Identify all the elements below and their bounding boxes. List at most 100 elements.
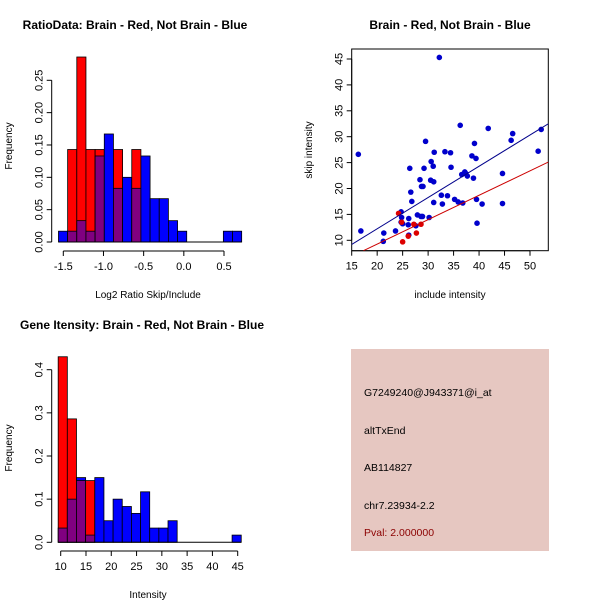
not-brain-point [406, 165, 413, 172]
p-value: Pval: 2.000000 [364, 527, 434, 539]
not-brain-bar [130, 512, 141, 543]
not-brain-point [499, 170, 506, 177]
y-tick-label: 0.00 [34, 231, 46, 252]
brain-point [398, 219, 405, 225]
not-brain-point [457, 122, 464, 129]
y-tick-label: 25 [334, 156, 346, 168]
brain-bar [76, 56, 87, 243]
overlap-bar [76, 480, 87, 543]
not-brain-point [535, 148, 541, 155]
not-brain-point [479, 201, 485, 207]
not-brain-bar [167, 220, 178, 243]
not-brain-point [473, 155, 479, 162]
y-tick-label: 0.10 [34, 167, 46, 188]
not-brain-bar [103, 520, 114, 543]
not-brain-point [471, 140, 478, 147]
x-tick-label: 10 [55, 561, 67, 573]
ratio-histogram: RatioData: Brain - Red, Not Brain - Blue… [4, 18, 248, 301]
overlap-bar [113, 187, 123, 243]
overlap-bar [85, 534, 96, 543]
not-brain-bar [122, 176, 133, 243]
not-brain-bar [177, 230, 188, 243]
scatter-xlabel: include intensity [414, 290, 485, 301]
not-brain-bar [149, 198, 160, 243]
y-tick-label: 30 [334, 131, 346, 143]
not-brain-bar [140, 155, 151, 243]
brain-point [413, 230, 420, 236]
overlap-bar [76, 220, 87, 243]
not-brain-point [355, 151, 362, 158]
not-brain-point [422, 138, 429, 145]
not-brain-point [417, 176, 423, 183]
brain-bar [67, 149, 78, 243]
scatter-ylabel: skip intensity [304, 121, 315, 178]
y-tick-label: 0.15 [34, 134, 46, 155]
not-brain-point [485, 125, 492, 132]
x-tick-label: 30 [422, 261, 434, 273]
not-brain-bar [222, 230, 233, 243]
overlap-bar [131, 187, 142, 243]
not-brain-bar [103, 133, 114, 243]
not-brain-point [474, 220, 480, 227]
not-brain-bar [94, 477, 105, 543]
x-tick-label: 45 [232, 561, 244, 573]
y-tick-label: 35 [334, 105, 346, 117]
x-tick-label: 50 [524, 261, 536, 273]
y-tick-label: 15 [334, 208, 346, 220]
y-tick-label: 0.3 [34, 405, 46, 420]
y-tick-label: 0.20 [34, 102, 46, 123]
x-tick-label: -1.5 [54, 261, 73, 273]
event-type: altTxEnd [364, 425, 406, 437]
y-tick-label: 0.05 [34, 199, 46, 220]
x-tick-label: 0.5 [216, 261, 231, 273]
plot-frame [351, 48, 549, 252]
x-tick-label: 0.0 [176, 261, 191, 273]
not-brain-bar [231, 534, 242, 543]
brain-point [405, 233, 412, 239]
y-tick-label: 0.0 [34, 535, 46, 550]
not-brain-bar [121, 506, 132, 543]
not-brain-point [409, 198, 415, 205]
not-brain-bar [167, 520, 178, 543]
not-brain-bar [140, 491, 151, 543]
not-brain-point [380, 230, 387, 236]
not-brain-point [470, 175, 477, 181]
y-tick-label: 45 [334, 53, 346, 65]
x-tick-label: 45 [498, 261, 510, 273]
overlap-bar [67, 230, 78, 243]
not-brain-point [405, 215, 412, 222]
not-brain-point [499, 200, 506, 207]
not-brain-point [392, 228, 399, 234]
accession: AB114827 [364, 462, 412, 474]
y-tick-label: 20 [334, 182, 346, 194]
not-brain-point [447, 149, 454, 156]
overlap-bar [85, 230, 96, 243]
not-brain-point [438, 192, 445, 199]
y-tick-label: 0.1 [34, 492, 46, 507]
not-brain-point [508, 137, 514, 144]
not-brain-point [405, 221, 412, 228]
not-brain-point [419, 213, 426, 220]
not-brain-point [436, 54, 443, 61]
not-brain-point [442, 148, 448, 155]
not-brain-point [358, 228, 364, 234]
x-tick-label: -1.0 [94, 261, 113, 273]
overlap-bar [57, 527, 68, 543]
not-brain-bar [232, 230, 243, 243]
intensity-scatter: Brain - Red, Not Brain - Blue include in… [304, 18, 549, 301]
x-tick-label: 35 [181, 561, 193, 573]
not-brain-bar [158, 198, 169, 243]
x-tick-label: 15 [80, 561, 92, 573]
brain-point [399, 239, 406, 245]
info-panel-background [351, 349, 549, 551]
not-brain-bar [149, 527, 160, 543]
x-tick-label: 15 [346, 261, 358, 273]
ratio-histogram-xlabel: Log2 Ratio Skip/Include [95, 290, 201, 301]
x-tick-label: 25 [397, 261, 409, 273]
scatter-title: Brain - Red, Not Brain - Blue [369, 18, 531, 32]
overlap-bar [94, 155, 105, 243]
not-brain-point [430, 163, 437, 170]
not-brain-point [473, 196, 480, 203]
brain-bar [85, 149, 96, 243]
x-tick-label: 20 [371, 261, 383, 273]
